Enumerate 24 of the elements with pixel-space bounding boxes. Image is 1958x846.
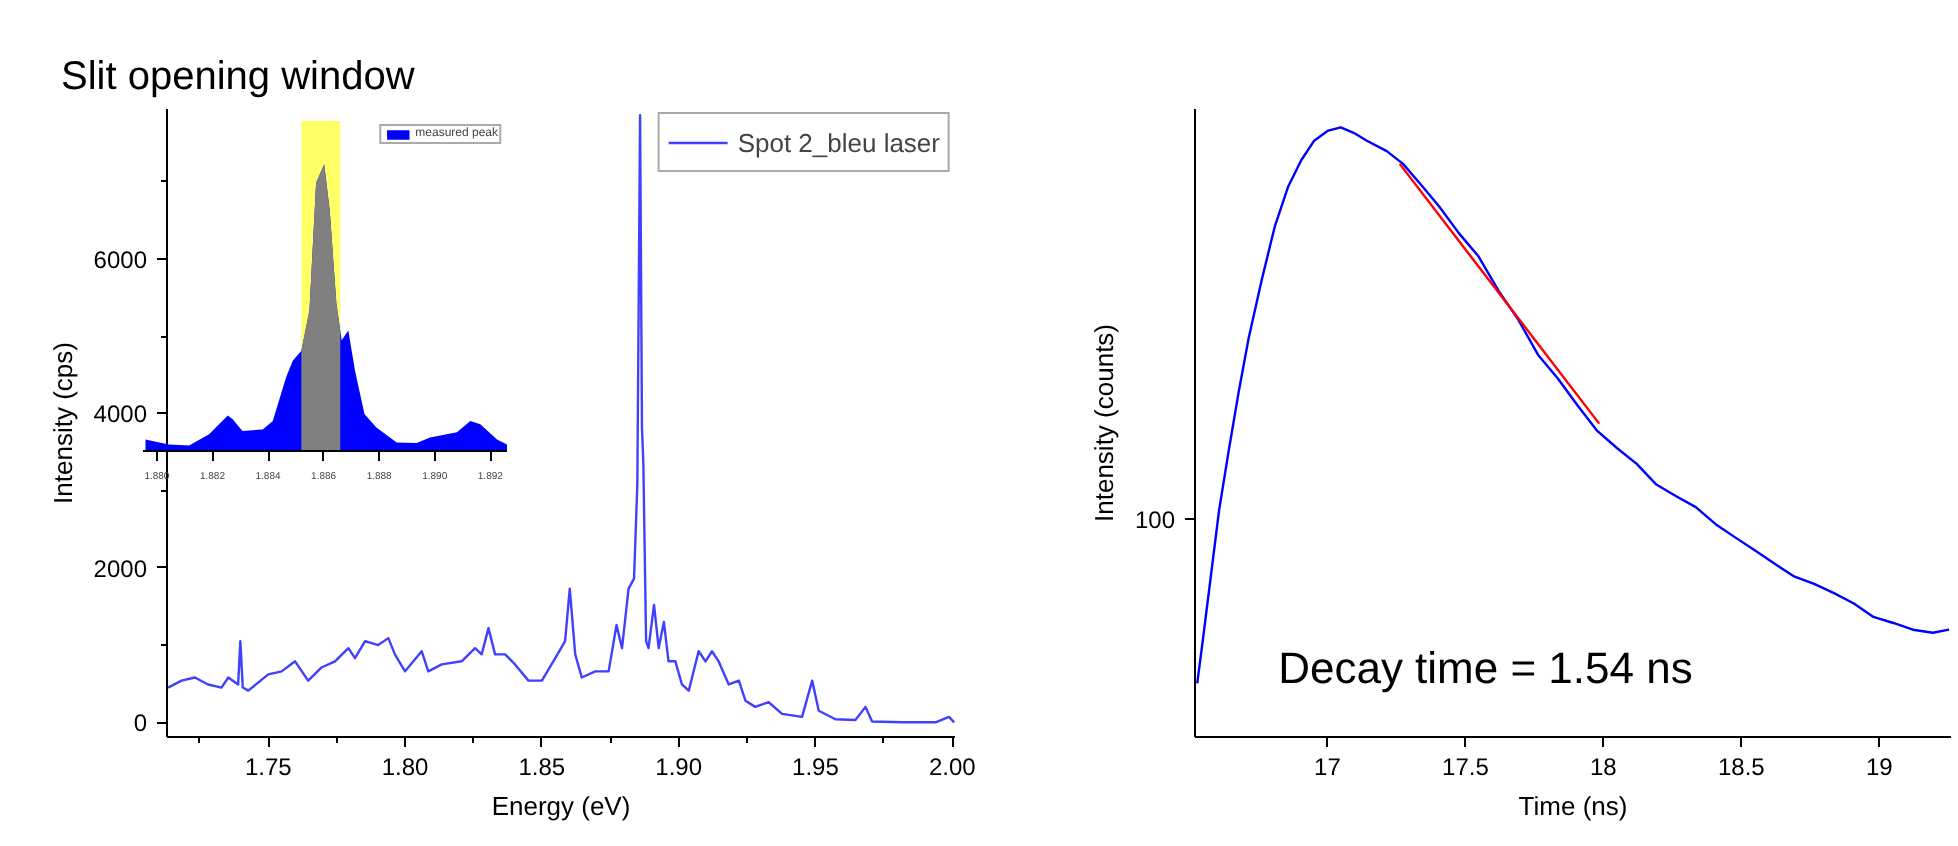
x-tick-label: 1.85 bbox=[518, 753, 566, 781]
x-tick-label: 2.00 bbox=[928, 753, 977, 781]
y-tick-label: 2000 bbox=[93, 554, 148, 583]
line-series bbox=[167, 113, 955, 724]
annotation: Decay time = 1.54 ns bbox=[1278, 643, 1693, 694]
text: 100 bbox=[1134, 505, 1176, 534]
x-axis-title: Energy (eV) bbox=[491, 791, 631, 821]
y-tick-label: 0 bbox=[133, 709, 148, 738]
x-tick-label: 1.75 bbox=[244, 753, 293, 781]
chart-title: Slit opening window bbox=[61, 55, 416, 99]
x-tick-label: 1.80 bbox=[381, 753, 430, 781]
x-tick-label: 19 bbox=[1865, 753, 1894, 781]
legend-label: Spot 2_bleu laser bbox=[737, 127, 940, 157]
x-tick-label: 17 bbox=[1314, 753, 1342, 781]
y-tick-label: 4000 bbox=[93, 400, 148, 429]
x-tick-label: 1.95 bbox=[792, 753, 840, 781]
x-tick-label: 1.90 bbox=[655, 753, 703, 781]
x-tick-label: 17.5 bbox=[1442, 753, 1490, 781]
y-tick-label: 6000 bbox=[93, 245, 148, 274]
y-axis-title: Intensity (cps) bbox=[47, 342, 78, 504]
x-tick-label: 18.5 bbox=[1717, 753, 1766, 781]
x-tick-label: 18 bbox=[1590, 753, 1618, 781]
y-axis-title: Intensity (counts) bbox=[1088, 323, 1119, 522]
x-axis-title: Time (ns) bbox=[1518, 791, 1628, 821]
